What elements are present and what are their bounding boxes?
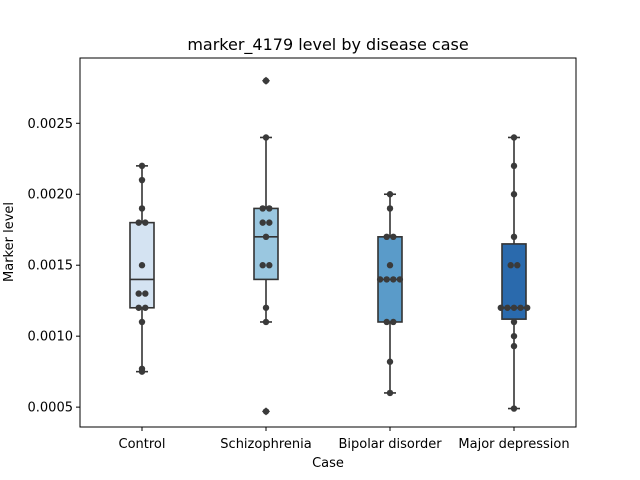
chart-title: marker_4179 level by disease case <box>187 35 468 55</box>
y-tick-label: 0.0025 <box>28 117 74 132</box>
data-point <box>266 262 273 269</box>
data-point <box>510 318 518 326</box>
data-point <box>262 408 270 415</box>
data-point <box>266 205 273 212</box>
data-point <box>386 358 394 365</box>
y-tick-label: 0.0015 <box>28 259 74 274</box>
data-point <box>386 389 394 397</box>
data-point <box>259 205 266 212</box>
data-point <box>510 342 518 350</box>
plot-frame <box>79 57 577 428</box>
data-point <box>138 318 146 326</box>
data-point <box>135 290 142 297</box>
y-tick-label: 0.0005 <box>28 401 74 416</box>
plot-area: 0.0005 0.0010 0.0015 0.0020 0.0025 Control Sch… <box>28 57 577 452</box>
data-point <box>386 191 394 198</box>
data-point <box>262 233 270 241</box>
data-point <box>262 304 270 311</box>
data-point <box>517 304 524 311</box>
data-point <box>396 276 404 283</box>
data-point <box>510 191 518 198</box>
data-point <box>142 304 149 311</box>
data-point <box>259 262 266 269</box>
data-point <box>142 290 149 297</box>
data-point <box>510 134 518 141</box>
data-point <box>386 262 394 269</box>
data-point <box>383 318 390 326</box>
data-point <box>262 318 270 326</box>
data-point <box>138 368 146 375</box>
data-point <box>524 304 531 311</box>
data-point <box>259 219 266 226</box>
data-point <box>262 77 270 84</box>
x-tick-label: Major depression <box>458 437 569 452</box>
x-tick-label: Schizophrenia <box>220 437 311 452</box>
data-point <box>138 205 146 212</box>
x-tick-label: Bipolar disorder <box>338 437 442 452</box>
data-point <box>262 134 270 141</box>
data-point <box>390 233 397 241</box>
x-axis-label: Case <box>312 456 344 471</box>
data-point <box>386 205 394 212</box>
box-schizophrenia <box>253 207 279 281</box>
data-point <box>138 162 146 170</box>
data-point <box>497 304 504 311</box>
data-point <box>383 233 390 241</box>
data-point <box>514 262 521 269</box>
data-point <box>510 233 518 241</box>
x-tick-label: Control <box>119 437 166 452</box>
data-point <box>135 304 142 311</box>
data-point <box>376 276 384 283</box>
y-tick-label: 0.0010 <box>28 330 74 345</box>
data-point <box>390 318 397 326</box>
data-point <box>142 219 149 226</box>
data-point <box>510 332 518 340</box>
data-point <box>135 219 142 226</box>
data-point <box>383 276 390 283</box>
data-point <box>510 405 518 412</box>
data-point <box>390 276 397 283</box>
data-point <box>138 262 146 269</box>
y-axis-label: Marker level <box>2 202 17 282</box>
data-point <box>510 162 518 170</box>
data-point <box>510 304 518 311</box>
data-point <box>504 304 511 311</box>
y-tick-label: 0.0020 <box>28 188 74 203</box>
data-point <box>138 176 146 184</box>
data-point <box>266 219 273 226</box>
data-point <box>507 262 514 269</box>
